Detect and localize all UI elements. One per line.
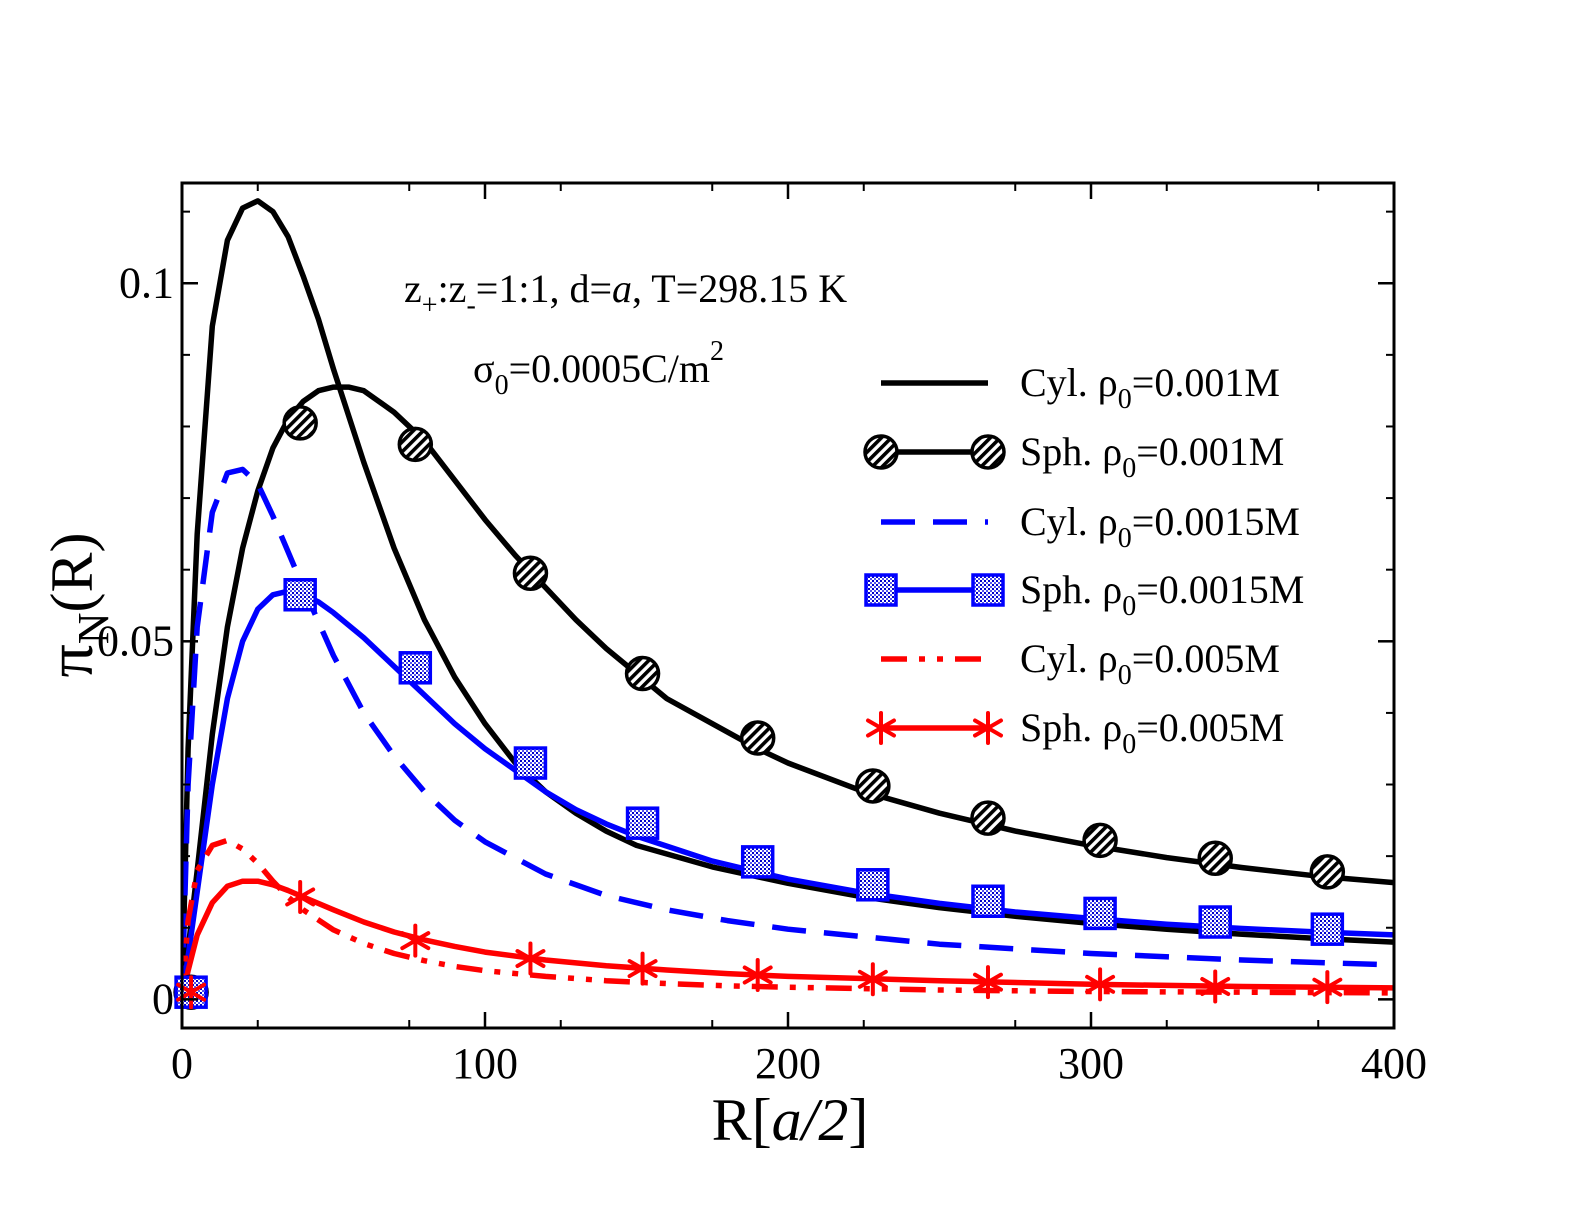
marker-hatched-circle	[282, 405, 318, 441]
marker-dotted-square	[513, 746, 548, 780]
series-line-1	[182, 384, 1394, 1000]
marker-hatched-circle	[970, 434, 1006, 470]
marker-asterisk	[1200, 969, 1231, 1004]
marker-dotted-square	[971, 573, 1005, 607]
marker-dotted-square	[1198, 905, 1232, 939]
marker-hatched-circle	[512, 555, 549, 592]
series-line-4	[182, 837, 1394, 1000]
marker-dotted-square	[740, 845, 775, 879]
legend-entry-5: Sph. ρ0=0.005M	[866, 705, 1284, 760]
legend-label: Cyl. ρ0=0.0015M	[1020, 499, 1300, 554]
marker-dotted-square	[971, 884, 1005, 918]
marker-hatched-circle	[1309, 854, 1346, 890]
legend-label: Sph. ρ0=0.001M	[1020, 429, 1284, 484]
marker-hatched-circle	[739, 720, 776, 756]
marker-asterisk	[400, 923, 431, 958]
marker-dotted-square	[283, 578, 317, 612]
annotation-line-1: z+:z-=1:1, d=a, T=298.15 K	[404, 266, 847, 321]
x-tick-label: 100	[452, 1039, 518, 1088]
annotation-line-2: σ0=0.0005C/m2	[473, 336, 724, 401]
x-tick-label: 200	[755, 1039, 821, 1088]
legend-label: Cyl. ρ0=0.001M	[1020, 360, 1280, 415]
tick-layer: 0 100 200 300 400 0 0.05 0.1	[97, 183, 1427, 1088]
marker-hatched-circle	[855, 768, 891, 804]
marker-dotted-square	[625, 806, 660, 840]
marker-asterisk	[1085, 967, 1116, 1002]
legend-entry-0: Cyl. ρ0=0.001M	[881, 360, 1280, 415]
marker-dotted-square	[856, 868, 890, 902]
x-axis-label: R[a/2]	[712, 1087, 869, 1153]
marker-asterisk	[866, 711, 896, 745]
marker-asterisk	[972, 965, 1003, 1000]
y-axis-label: πN(R)	[34, 532, 118, 677]
marker-asterisk	[1312, 970, 1343, 1005]
marker-asterisk	[515, 941, 546, 976]
marker-dotted-square	[1083, 896, 1117, 931]
marker-asterisk	[627, 951, 658, 986]
legend-label: Sph. ρ0=0.005M	[1020, 705, 1284, 760]
series-line-5	[182, 878, 1394, 1000]
legend: Cyl. ρ0=0.001M Sph. ρ0=0.001M Cyl. ρ0=0.00…	[863, 360, 1304, 760]
x-tick-label: 300	[1058, 1039, 1124, 1088]
legend-entry-1: Sph. ρ0=0.001M	[863, 429, 1284, 484]
marker-dotted-square	[864, 573, 898, 607]
marker-asterisk	[973, 711, 1003, 745]
marker-hatched-circle	[624, 655, 661, 692]
series-line-2	[182, 466, 1394, 1000]
marker-dotted-square	[1310, 912, 1345, 946]
y-tick-label: 0.05	[97, 616, 174, 665]
legend-label: Sph. ρ0=0.0015M	[1020, 567, 1304, 622]
marker-hatched-circle	[1082, 822, 1118, 859]
marker-asterisk	[742, 958, 773, 993]
marker-hatched-circle	[1197, 840, 1233, 877]
marker-hatched-circle	[970, 800, 1006, 836]
x-tick-label: 0	[171, 1039, 193, 1088]
marker-asterisk	[857, 962, 888, 997]
marker-hatched-circle	[397, 426, 434, 463]
legend-label: Cyl. ρ0=0.005M	[1020, 636, 1280, 691]
marker-dotted-square	[398, 651, 433, 685]
y-tick-label: 0.1	[119, 258, 174, 307]
y-tick-label: 0	[152, 974, 174, 1023]
legend-entry-4: Cyl. ρ0=0.005M	[881, 636, 1280, 691]
marker-hatched-circle	[863, 434, 899, 470]
marker-asterisk	[285, 879, 316, 914]
legend-entry-2: Cyl. ρ0=0.0015M	[881, 499, 1300, 554]
legend-entry-3: Sph. ρ0=0.0015M	[864, 567, 1304, 622]
x-tick-label: 400	[1361, 1039, 1427, 1088]
